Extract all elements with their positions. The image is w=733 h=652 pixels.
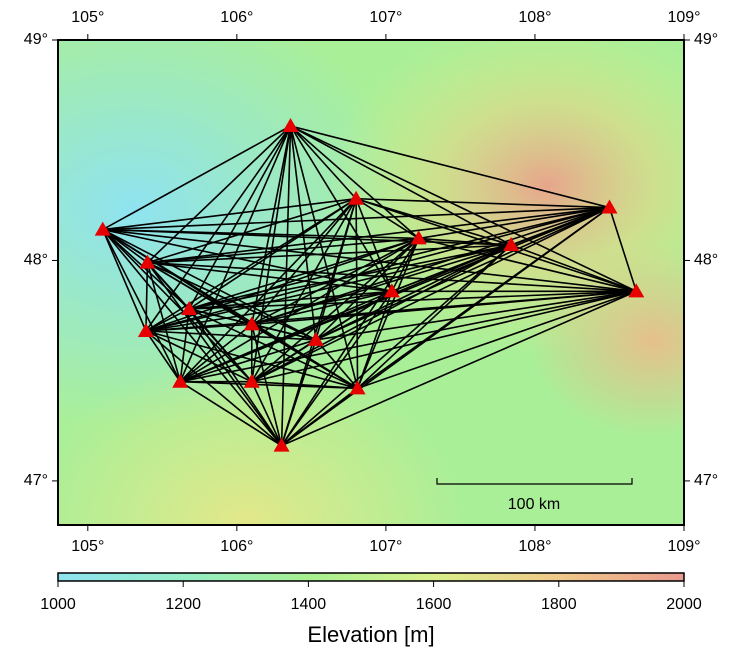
terrain (58, 40, 684, 525)
colorbar-tick-label: 1400 (291, 596, 327, 613)
y-tick-label: 49° (694, 31, 718, 48)
x-tick-label: 106° (220, 538, 253, 555)
x-tick-label: 105° (71, 538, 104, 555)
colorbar-tick-label: 1200 (165, 596, 201, 613)
x-tick-label: 108° (518, 9, 551, 26)
colorbar (58, 573, 684, 581)
map-figure: 100 km Elevation [m] 105° 105° 106° 106° 107… (0, 0, 733, 652)
y-tick-label: 49° (24, 31, 48, 48)
scale-bar-label: 100 km (508, 496, 560, 513)
x-tick-label: 109° (667, 9, 700, 26)
y-tick-label: 48° (24, 252, 48, 269)
colorbar-tick-label: 2000 (666, 596, 702, 613)
colorbar-tick-label: 1800 (541, 596, 577, 613)
y-tick-label: 47° (694, 472, 718, 489)
x-tick-label: 108° (518, 538, 551, 555)
x-tick-label: 109° (667, 538, 700, 555)
colorbar-tick-label: 1600 (416, 596, 452, 613)
x-tick-label: 107° (369, 9, 402, 26)
colorbar-title: Elevation [m] (307, 622, 434, 647)
x-tick-label: 105° (71, 9, 104, 26)
x-tick-label: 107° (369, 538, 402, 555)
y-tick-label: 47° (24, 472, 48, 489)
colorbar-tick-label: 1000 (40, 596, 76, 613)
x-tick-label: 106° (220, 9, 253, 26)
y-tick-label: 48° (694, 252, 718, 269)
